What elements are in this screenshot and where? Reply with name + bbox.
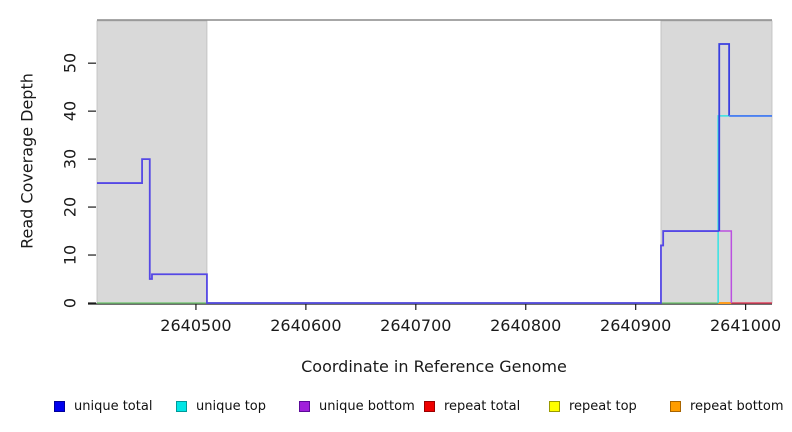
legend-label: repeat bottom xyxy=(690,399,784,414)
legend-item: unique top xyxy=(176,398,266,415)
legend-item: repeat total xyxy=(424,398,520,415)
legend-swatch-icon xyxy=(299,401,310,412)
legend-label: repeat total xyxy=(444,399,521,414)
legend-label: unique top xyxy=(196,399,267,414)
legend-item: repeat top xyxy=(549,398,637,415)
y-tick-label: 50 xyxy=(60,52,80,74)
y-axis-title: Read Coverage Depth xyxy=(17,73,37,249)
series-unique-top xyxy=(717,115,730,303)
legend-label: unique bottom xyxy=(319,399,415,414)
legend-label: unique total xyxy=(74,399,153,414)
series-unique-total-main xyxy=(97,158,720,304)
x-axis-title: Coordinate in Reference Genome xyxy=(301,357,567,376)
legend-label: repeat top xyxy=(569,399,637,414)
y-tick-label: 10 xyxy=(60,244,80,266)
masked-region xyxy=(660,20,773,304)
series-unique-bottom xyxy=(719,230,733,303)
x-tick-label: 2640600 xyxy=(270,316,342,335)
x-tick-label: 2640500 xyxy=(160,316,232,335)
legend-item: repeat bottom xyxy=(670,398,784,415)
legend-swatch-icon xyxy=(176,401,187,412)
masked-region xyxy=(96,20,208,304)
series-unique-total-peak xyxy=(718,43,731,232)
y-tick-label: 40 xyxy=(60,100,80,122)
legend-swatch-icon xyxy=(424,401,435,412)
x-tick-label: 2640700 xyxy=(380,316,452,335)
x-tick-label: 2640800 xyxy=(490,316,562,335)
x-tick-label: 2641000 xyxy=(709,316,782,335)
legend-swatch-icon xyxy=(670,401,681,412)
y-tick-label: 20 xyxy=(60,196,80,218)
legend-swatch-icon xyxy=(54,401,65,412)
legend-item: unique bottom xyxy=(299,398,415,415)
legend-item: unique total xyxy=(54,398,152,415)
y-tick-label: 0 xyxy=(60,297,80,309)
x-tick-label: 2640900 xyxy=(600,316,672,335)
legend-swatch-icon xyxy=(549,401,560,412)
y-tick-label: 30 xyxy=(60,148,80,170)
